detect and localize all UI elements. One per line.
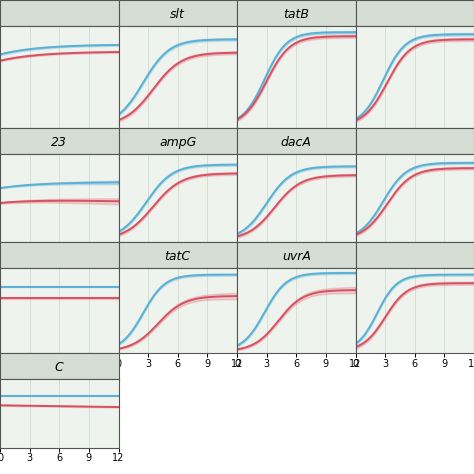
Text: ampG: ampG (159, 136, 196, 149)
Text: slt: slt (170, 8, 185, 21)
Text: uvrA: uvrA (282, 250, 310, 263)
Text: 23: 23 (51, 136, 67, 149)
Text: tatC: tatC (164, 250, 191, 263)
Text: dacA: dacA (281, 136, 312, 149)
Text: C: C (55, 361, 64, 374)
Text: tatB: tatB (283, 8, 309, 21)
